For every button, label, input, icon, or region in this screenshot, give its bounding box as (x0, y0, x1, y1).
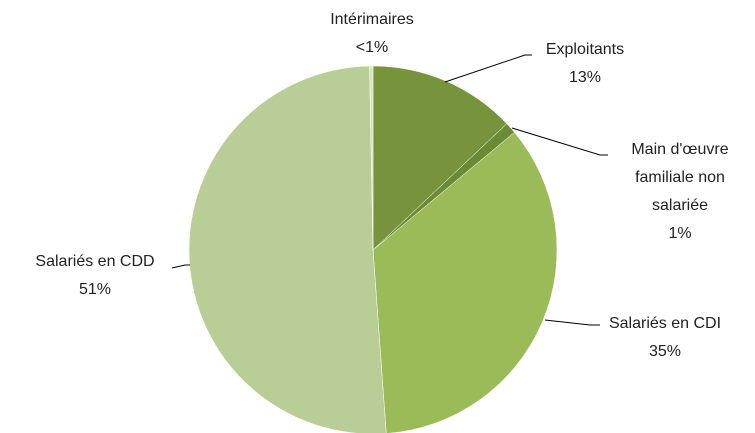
slice-value: <1% (355, 39, 389, 56)
leader-line (511, 127, 608, 156)
slice-label: Salariés en CDD 51% (10, 248, 180, 304)
slice-value: 13% (568, 69, 602, 86)
slice-label: Salariés en CDI 35% (585, 310, 745, 366)
slice-label: Main d'œuvre familiale non salariée 1% (605, 136, 755, 248)
slice-name: Salariés en CDD (35, 253, 155, 270)
slice-name: Salariés en CDI (608, 315, 722, 332)
slice-value: 35% (648, 343, 682, 360)
slice-name: Exploitants (545, 41, 625, 58)
pie-slice (372, 131, 558, 433)
slice-value: 51% (78, 281, 112, 298)
slice-name: Intérimaires (330, 11, 414, 28)
leader-line (544, 319, 600, 326)
pie-slice (188, 65, 387, 433)
leader-line (171, 264, 190, 269)
pie-slice (369, 65, 374, 251)
leader-line (444, 54, 532, 83)
slice-label: Intérimaires <1% (302, 6, 442, 62)
pie-slice (372, 65, 508, 251)
slice-name: Main d'œuvre familiale non salariée (631, 141, 729, 214)
slice-value: 1% (668, 225, 692, 242)
slice-label: Exploitants 13% (505, 36, 665, 92)
